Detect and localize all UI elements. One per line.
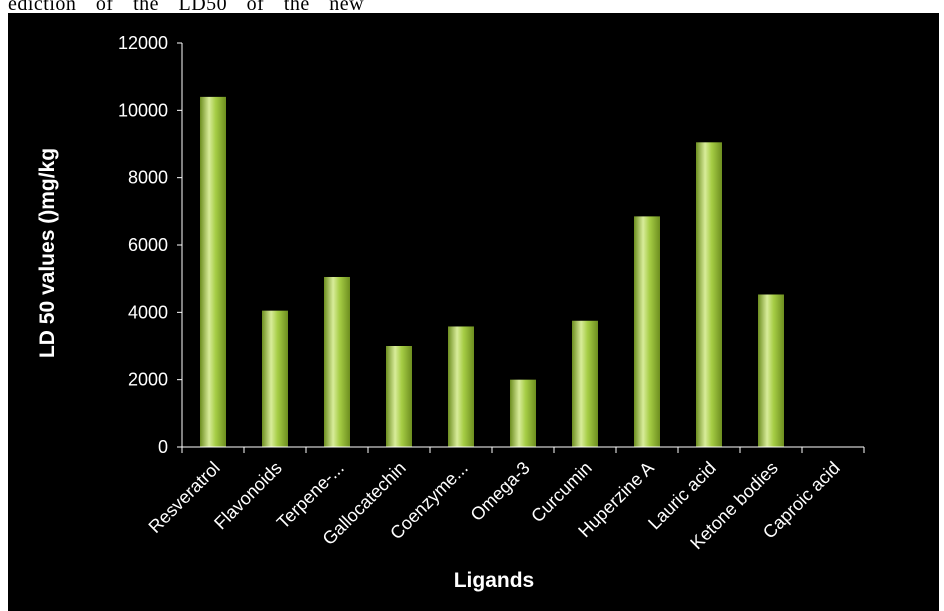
bar [696,142,722,448]
bar [448,326,474,447]
bar [510,379,536,447]
y-tick-label: 10000 [118,100,168,120]
y-tick-label: 2000 [128,370,168,390]
bar-series [200,96,784,448]
bar [634,216,660,447]
x-tick-label: Omega-3 [467,458,534,525]
x-tick-label: Flavonoids [210,458,286,534]
bar [386,346,412,447]
x-axis-tick-labels: ResveratrolFlavonoidsTerpene-...Gallocat… [145,458,844,554]
bar [572,320,598,447]
y-tick-label: 12000 [118,33,168,53]
y-tick-label: 6000 [128,235,168,255]
document-text-fragment: ediction of the LD50 of the new [8,0,365,15]
y-tick-label: 0 [158,437,168,457]
axes [181,43,865,453]
y-axis-title: LD 50 values ()mg/kg [36,148,59,358]
bar [758,294,784,447]
x-tick-label: Resveratrol [145,458,224,537]
chart-panel: 0 2000 4000 6000 8000 10000 12000 Resveratrol F… [8,13,939,611]
y-axis-ticks: 0 2000 4000 6000 8000 10000 12000 [118,33,182,457]
bar-chart: 0 2000 4000 6000 8000 10000 12000 ResveratrolF… [36,33,865,592]
bar [262,310,288,447]
y-tick-label: 8000 [128,168,168,188]
x-axis-title: Ligands [454,569,535,592]
bar [324,276,350,447]
y-tick-label: 4000 [128,302,168,322]
bar [200,96,226,447]
